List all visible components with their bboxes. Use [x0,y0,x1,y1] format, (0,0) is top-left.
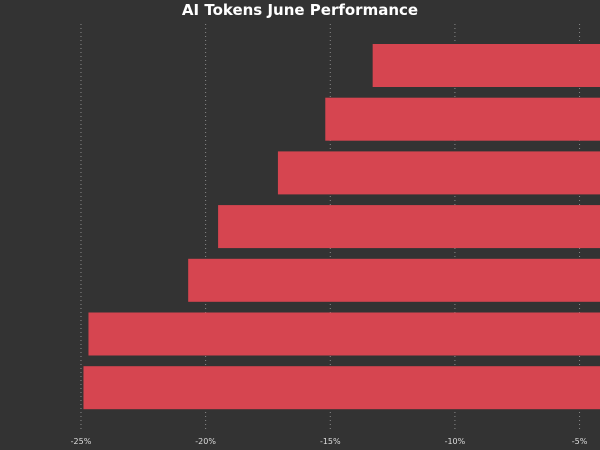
x-tick-label: -25% [71,437,92,446]
x-tick-label: -20% [195,437,216,446]
chart-title: AI Tokens June Performance [181,1,419,19]
x-tick-label: -5% [572,437,588,446]
x-tick-label: -15% [320,437,341,446]
bar[interactable] [88,312,600,356]
bar[interactable] [277,151,600,195]
bar[interactable] [325,97,600,141]
bar[interactable] [83,366,600,410]
x-axis-ticks: -25% -20% -15% -10% -5% [71,437,588,446]
x-tick-label: -10% [445,437,466,446]
bar[interactable] [218,205,600,249]
bars [83,44,600,410]
bar[interactable] [372,44,600,87]
bar[interactable] [188,258,600,302]
